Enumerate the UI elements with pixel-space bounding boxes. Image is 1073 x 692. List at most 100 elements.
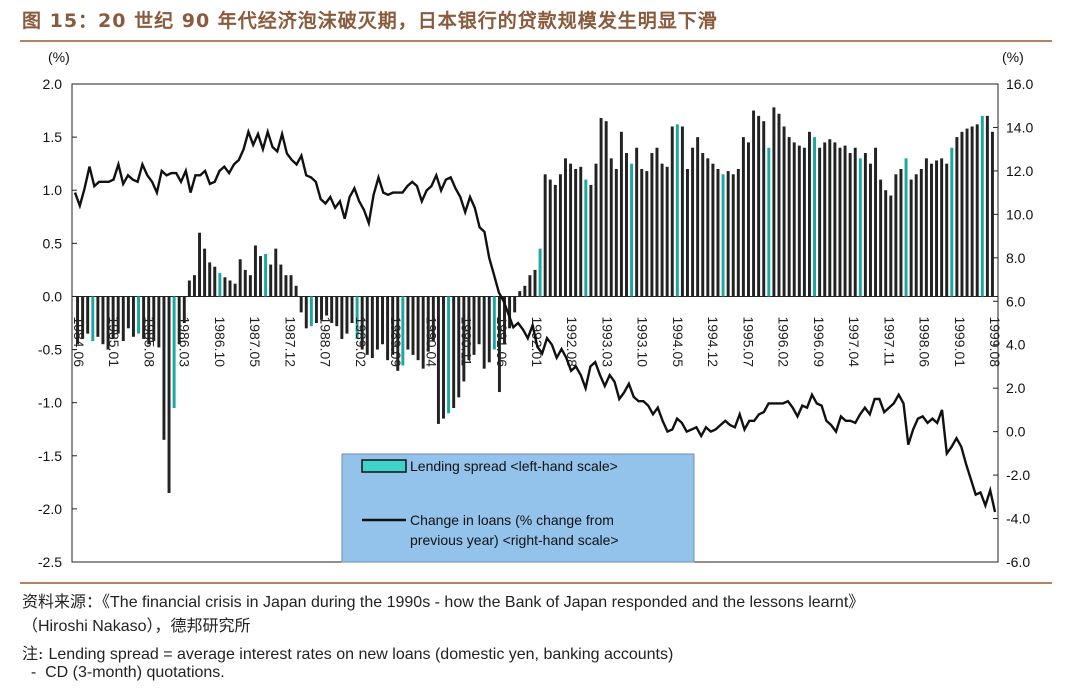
lending-spread-bar: [447, 296, 451, 414]
left-tick-label: 0.5: [43, 235, 63, 251]
loan-change-line: [73, 127, 997, 513]
lending-spread-bar: [797, 145, 801, 297]
lending-spread-bar: [426, 296, 430, 352]
lending-spread-bar: [767, 147, 771, 297]
left-tick-label: -0.5: [38, 342, 62, 358]
right-axis-unit: (%): [1002, 49, 1024, 65]
note-line-2: - CD (3-month) quotations.: [22, 664, 225, 681]
left-axis-unit: (%): [48, 49, 70, 65]
legend-bar-swatch: [361, 459, 407, 473]
x-tick-label: 1992.08: [564, 316, 580, 367]
lending-spread-bar: [192, 275, 196, 297]
x-tick-label: 1985.08: [141, 316, 157, 367]
lending-spread-bar: [309, 296, 313, 327]
lending-spread-bar: [650, 153, 654, 297]
lending-spread-bar: [523, 285, 527, 297]
lending-spread-bar: [686, 168, 689, 297]
lending-spread-bar: [752, 110, 756, 297]
lending-spread-bar: [782, 126, 786, 297]
x-tick-label: 1996.02: [776, 316, 792, 367]
lending-spread-bar: [442, 296, 445, 419]
source-line-2: （Hiroshi Nakaso），德邦研究所: [22, 612, 251, 636]
figure-title: 图 15：20 世纪 90 年代经济泡沫破灭期，日本银行的贷款规模发生明显下滑: [22, 10, 718, 32]
left-tick-label: -1.0: [38, 395, 62, 411]
lending-spread-bar: [833, 142, 837, 297]
lending-spread-bar: [436, 296, 440, 424]
x-tick-label: 1994.12: [705, 316, 721, 367]
lending-spread-bar: [391, 296, 395, 355]
right-tick-label: 0.0: [1006, 424, 1026, 440]
lending-spread-bar: [604, 121, 608, 297]
lending-spread-bar: [838, 147, 842, 297]
lending-spread-bar: [340, 296, 344, 339]
x-tick-label: 1984.06: [71, 316, 87, 367]
lending-spread-bar: [863, 153, 867, 297]
x-tick-label: 1987.05: [247, 316, 263, 367]
lending-spread-bar: [320, 296, 323, 320]
lending-spread-bar: [162, 296, 166, 440]
lending-spread-bar: [594, 163, 598, 297]
lending-spread-bar: [284, 275, 288, 297]
lending-spread-bar: [503, 296, 506, 345]
right-tick-label: 12.0: [1006, 163, 1033, 179]
x-tick-label: 1996.09: [811, 316, 827, 367]
lending-spread-bar: [228, 280, 232, 297]
legend-bar-label: Lending spread <left-hand scale>: [410, 458, 618, 474]
lending-spread-bar: [564, 158, 567, 297]
right-tick-label: 10.0: [1006, 206, 1033, 222]
lending-spread-bar: [960, 131, 964, 297]
lending-spread-bar: [940, 158, 944, 297]
lending-spread-bar: [670, 126, 674, 297]
lending-spread-bar: [828, 139, 832, 297]
lending-spread-bar: [243, 269, 247, 297]
lending-spread-bar: [965, 128, 969, 297]
lending-spread-bar: [558, 174, 562, 297]
lending-spread-bar: [360, 296, 364, 350]
right-tick-label: 14.0: [1006, 119, 1033, 135]
lending-spread-bar: [411, 296, 415, 355]
lending-spread-bar: [355, 296, 359, 339]
lending-spread-bar: [76, 296, 80, 345]
lending-spread-bar: [248, 275, 252, 297]
lending-spread-bar: [157, 296, 161, 348]
lending-spread-bar: [314, 296, 318, 323]
lending-spread-bar: [167, 296, 171, 493]
source-text: 《The financial crisis in Japan during th…: [102, 594, 865, 611]
lending-spread-bar: [198, 232, 202, 297]
lending-spread-loans-chart: 1984.06 1985.01 1985.08 1986.03 1986.10 1987.…: [38, 49, 1034, 570]
lending-spread-bar: [218, 273, 222, 297]
lending-spread-bar: [452, 296, 456, 408]
lending-spread-bar: [726, 171, 730, 297]
lending-spread-bar: [177, 296, 181, 345]
lending-spread-bar: [386, 296, 390, 361]
lending-spread-bar: [569, 163, 573, 297]
right-tick-label: -6.0: [1006, 554, 1030, 570]
lending-spread-bar: [396, 296, 400, 371]
lending-spread-bar: [985, 115, 989, 297]
lending-spread-bar: [365, 296, 369, 355]
source-line-1: 资料来源：《The financial crisis in Japan duri…: [22, 588, 864, 612]
lending-spread-bar: [81, 296, 85, 339]
lending-spread-bar: [935, 160, 939, 297]
x-tick-label: 1997.11: [881, 316, 897, 366]
lending-spread-bar: [716, 168, 720, 297]
left-tick-label: 1.0: [43, 182, 63, 198]
lending-spread-bar: [497, 296, 501, 393]
x-tick-label: 1999.08: [987, 316, 1003, 367]
lending-spread-bar: [259, 256, 262, 297]
lending-spread-bar: [543, 174, 547, 297]
x-tick-label: 1989.09: [388, 316, 404, 367]
lending-spread-bar: [701, 153, 705, 297]
lending-spread-bar: [513, 296, 517, 313]
lending-spread-bar: [599, 117, 603, 297]
x-tick-label: 1997.04: [846, 316, 862, 367]
right-tick-label: 16.0: [1006, 76, 1033, 92]
left-tick-label: 0.0: [43, 288, 63, 304]
lending-spread-bar: [899, 168, 903, 297]
x-tick-label: 1991.06: [494, 316, 510, 367]
lending-spread-bar: [614, 168, 618, 297]
lending-spread-bar: [889, 195, 893, 297]
lending-spread-bar: [787, 137, 791, 297]
lending-spread-bar: [381, 296, 384, 345]
lending-spread-bar: [213, 266, 217, 297]
